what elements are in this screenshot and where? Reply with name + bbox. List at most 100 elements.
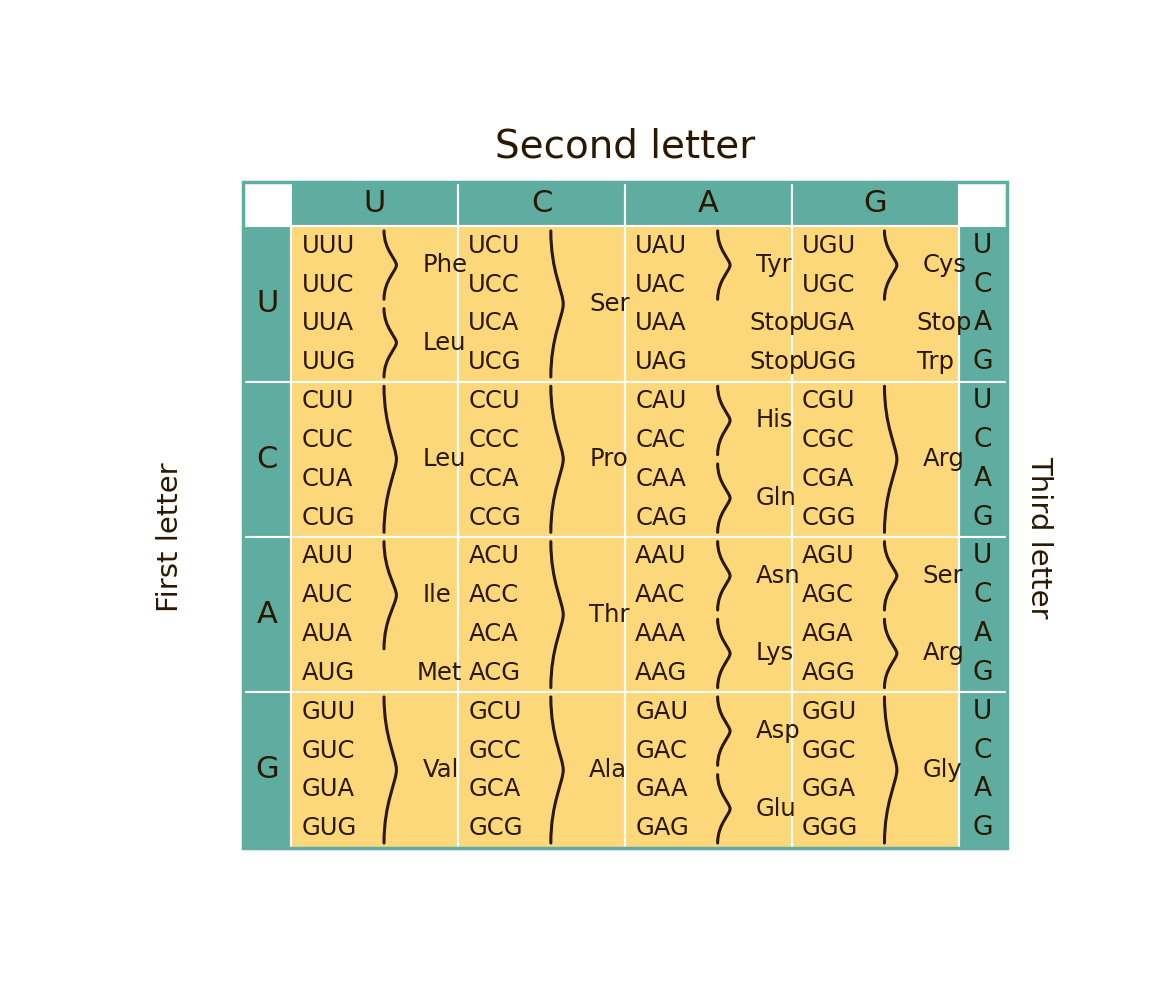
Bar — [625, 182, 792, 226]
Text: AAG: AAG — [635, 661, 688, 685]
Text: GGU: GGU — [802, 700, 857, 724]
Text: C: C — [974, 582, 992, 608]
Text: UCU: UCU — [469, 234, 520, 258]
Text: CGA: CGA — [802, 467, 854, 491]
Bar — [292, 382, 458, 537]
Bar — [959, 382, 1007, 537]
Text: GGC: GGC — [802, 739, 857, 763]
Text: GUU: GUU — [301, 700, 356, 724]
Text: UUG: UUG — [301, 350, 356, 374]
Text: UAG: UAG — [635, 350, 688, 374]
Text: AGA: AGA — [802, 622, 853, 646]
Text: C: C — [531, 189, 552, 218]
Text: Cys: Cys — [922, 253, 967, 277]
Text: Third letter: Third letter — [1026, 456, 1054, 618]
Bar — [458, 692, 625, 848]
Bar — [959, 226, 1007, 382]
Text: UGC: UGC — [802, 273, 856, 297]
Text: CGG: CGG — [802, 506, 857, 530]
Text: Stop: Stop — [750, 350, 805, 374]
Text: ACU: ACU — [469, 544, 519, 568]
Text: Phe: Phe — [422, 253, 468, 277]
Text: G: G — [973, 660, 993, 686]
Text: Asn: Asn — [756, 564, 800, 588]
Text: G: G — [973, 815, 993, 841]
Bar — [292, 537, 458, 692]
Text: ACA: ACA — [469, 622, 518, 646]
Bar — [244, 182, 1007, 848]
Text: Arg: Arg — [922, 641, 965, 665]
Text: UUA: UUA — [301, 311, 354, 335]
Text: AAU: AAU — [635, 544, 687, 568]
Text: G: G — [973, 505, 993, 531]
Text: UUU: UUU — [301, 234, 355, 258]
Text: UGG: UGG — [802, 350, 857, 374]
Text: U: U — [363, 189, 386, 218]
Text: Gly: Gly — [922, 758, 962, 782]
Bar — [458, 226, 625, 382]
Text: UCA: UCA — [469, 311, 519, 335]
Text: Val: Val — [422, 758, 458, 782]
Text: Trp: Trp — [917, 350, 954, 374]
Text: GAU: GAU — [635, 700, 688, 724]
Text: AAA: AAA — [635, 622, 687, 646]
Bar — [458, 537, 625, 692]
Text: First letter: First letter — [156, 462, 184, 612]
Bar — [625, 226, 792, 382]
Text: Ser: Ser — [590, 292, 629, 316]
Bar — [792, 182, 959, 226]
Text: CAG: CAG — [635, 506, 687, 530]
Text: UGU: UGU — [802, 234, 857, 258]
Text: GUC: GUC — [301, 739, 355, 763]
Text: Lys: Lys — [756, 641, 795, 665]
Text: Leu: Leu — [422, 447, 466, 471]
Text: UAC: UAC — [635, 273, 686, 297]
Bar — [625, 382, 792, 537]
Text: G: G — [973, 349, 993, 375]
Text: AGC: AGC — [802, 583, 854, 607]
Text: Ala: Ala — [590, 758, 627, 782]
Bar — [244, 537, 292, 692]
Text: GCC: GCC — [469, 739, 522, 763]
Text: UUC: UUC — [301, 273, 354, 297]
Bar — [792, 537, 959, 692]
Text: Asp: Asp — [756, 719, 800, 743]
Text: AAC: AAC — [635, 583, 686, 607]
Bar — [244, 226, 292, 382]
Text: UCC: UCC — [469, 273, 520, 297]
Text: U: U — [973, 699, 993, 725]
Bar — [292, 226, 458, 382]
Text: GUG: GUG — [301, 816, 356, 840]
Text: Second letter: Second letter — [495, 128, 755, 166]
Text: A: A — [257, 600, 278, 629]
Text: A: A — [699, 189, 718, 218]
Text: AUA: AUA — [301, 622, 353, 646]
Text: G: G — [864, 189, 887, 218]
Bar — [458, 182, 625, 226]
Bar — [292, 182, 458, 226]
Text: UAU: UAU — [635, 234, 687, 258]
Text: A: A — [974, 310, 992, 336]
Text: GGG: GGG — [802, 816, 858, 840]
Text: G: G — [255, 755, 279, 784]
Text: CCU: CCU — [469, 389, 520, 413]
Text: C: C — [974, 272, 992, 298]
Text: GAG: GAG — [635, 816, 689, 840]
Text: Stop: Stop — [917, 311, 972, 335]
Text: UGA: UGA — [802, 311, 856, 335]
Bar — [792, 692, 959, 848]
Bar — [625, 537, 792, 692]
Text: CUU: CUU — [301, 389, 354, 413]
Text: Thr: Thr — [590, 603, 629, 627]
Text: AUU: AUU — [301, 544, 354, 568]
Text: A: A — [974, 776, 992, 802]
Text: Leu: Leu — [422, 331, 466, 355]
Text: CUG: CUG — [301, 506, 355, 530]
Bar — [792, 382, 959, 537]
Text: GAC: GAC — [635, 739, 687, 763]
Text: CAU: CAU — [635, 389, 687, 413]
Text: C: C — [974, 738, 992, 764]
Text: AGU: AGU — [802, 544, 854, 568]
Text: U: U — [973, 233, 993, 259]
Text: CUC: CUC — [301, 428, 353, 452]
